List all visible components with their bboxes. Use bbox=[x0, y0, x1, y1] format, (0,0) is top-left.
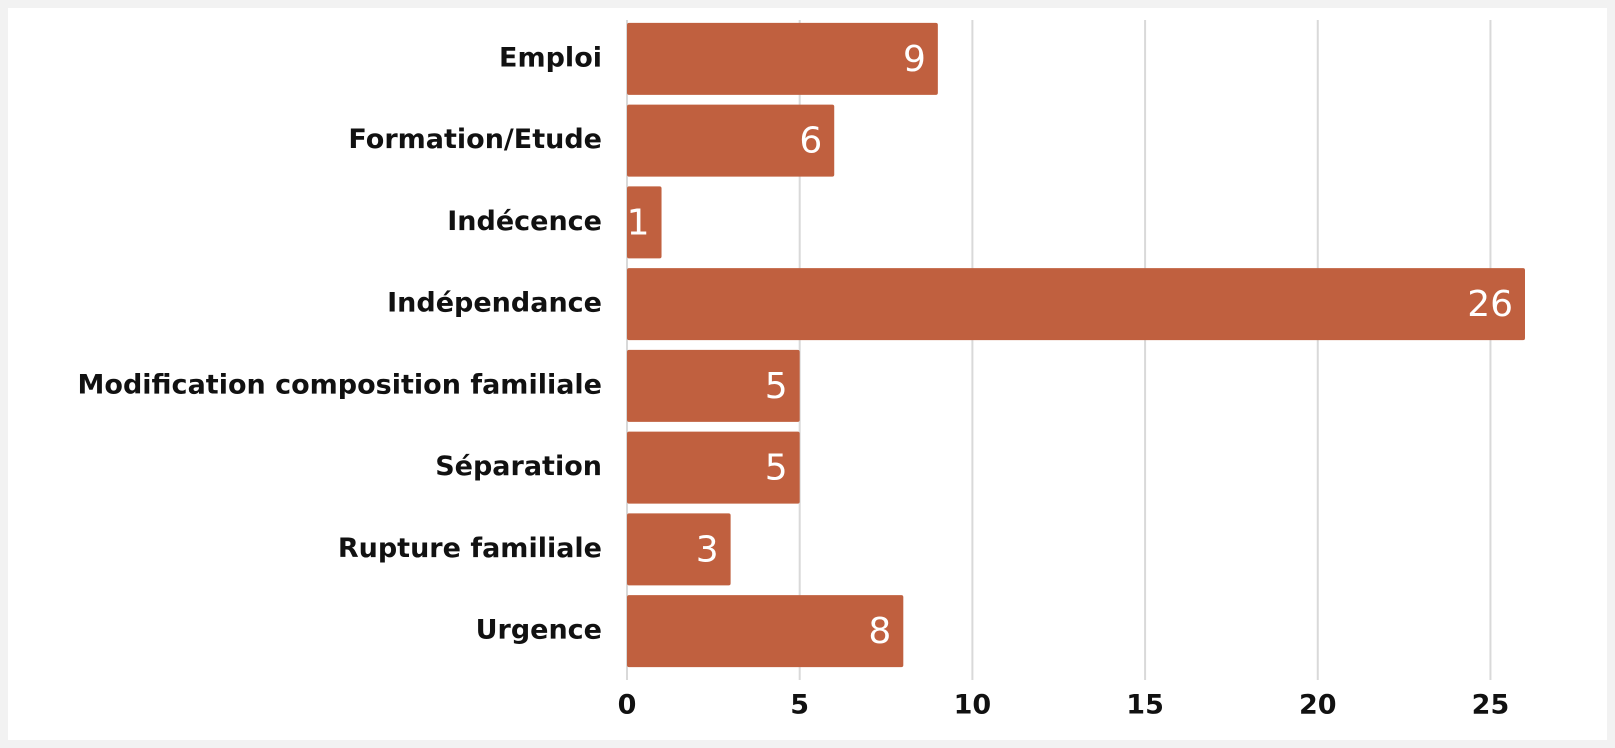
y-tick-label: Urgence bbox=[476, 615, 602, 646]
y-tick-label: Rupture familiale bbox=[338, 533, 602, 564]
x-tick-label: 20 bbox=[1299, 690, 1337, 721]
x-tick-label: 10 bbox=[954, 690, 992, 721]
bar bbox=[627, 104, 835, 177]
value-label: 6 bbox=[799, 121, 822, 162]
bar bbox=[627, 431, 800, 504]
value-label: 9 bbox=[903, 39, 926, 80]
x-tick-label: 0 bbox=[618, 690, 637, 721]
bar bbox=[627, 268, 1525, 341]
x-tick-label: 15 bbox=[1126, 690, 1164, 721]
value-label: 1 bbox=[627, 202, 650, 243]
value-label: 8 bbox=[868, 611, 891, 652]
y-tick-label: Formation/Etude bbox=[348, 124, 602, 155]
bar bbox=[627, 22, 938, 95]
x-tick-label: 5 bbox=[790, 690, 809, 721]
y-tick-label: Indécence bbox=[447, 206, 602, 237]
y-tick-label: Indépendance bbox=[387, 288, 602, 319]
bar bbox=[627, 513, 731, 586]
y-tick-label: Emploi bbox=[499, 42, 602, 73]
value-label: 5 bbox=[765, 448, 788, 489]
bar bbox=[627, 349, 800, 422]
value-label: 5 bbox=[765, 366, 788, 407]
value-label: 3 bbox=[696, 529, 719, 570]
y-tick-label: Séparation bbox=[435, 451, 602, 482]
x-tick-label: 25 bbox=[1472, 690, 1510, 721]
bar bbox=[627, 186, 662, 259]
y-tick-label: Modification composition familiale bbox=[78, 369, 602, 400]
bar bbox=[627, 595, 904, 668]
value-label: 26 bbox=[1467, 284, 1513, 325]
